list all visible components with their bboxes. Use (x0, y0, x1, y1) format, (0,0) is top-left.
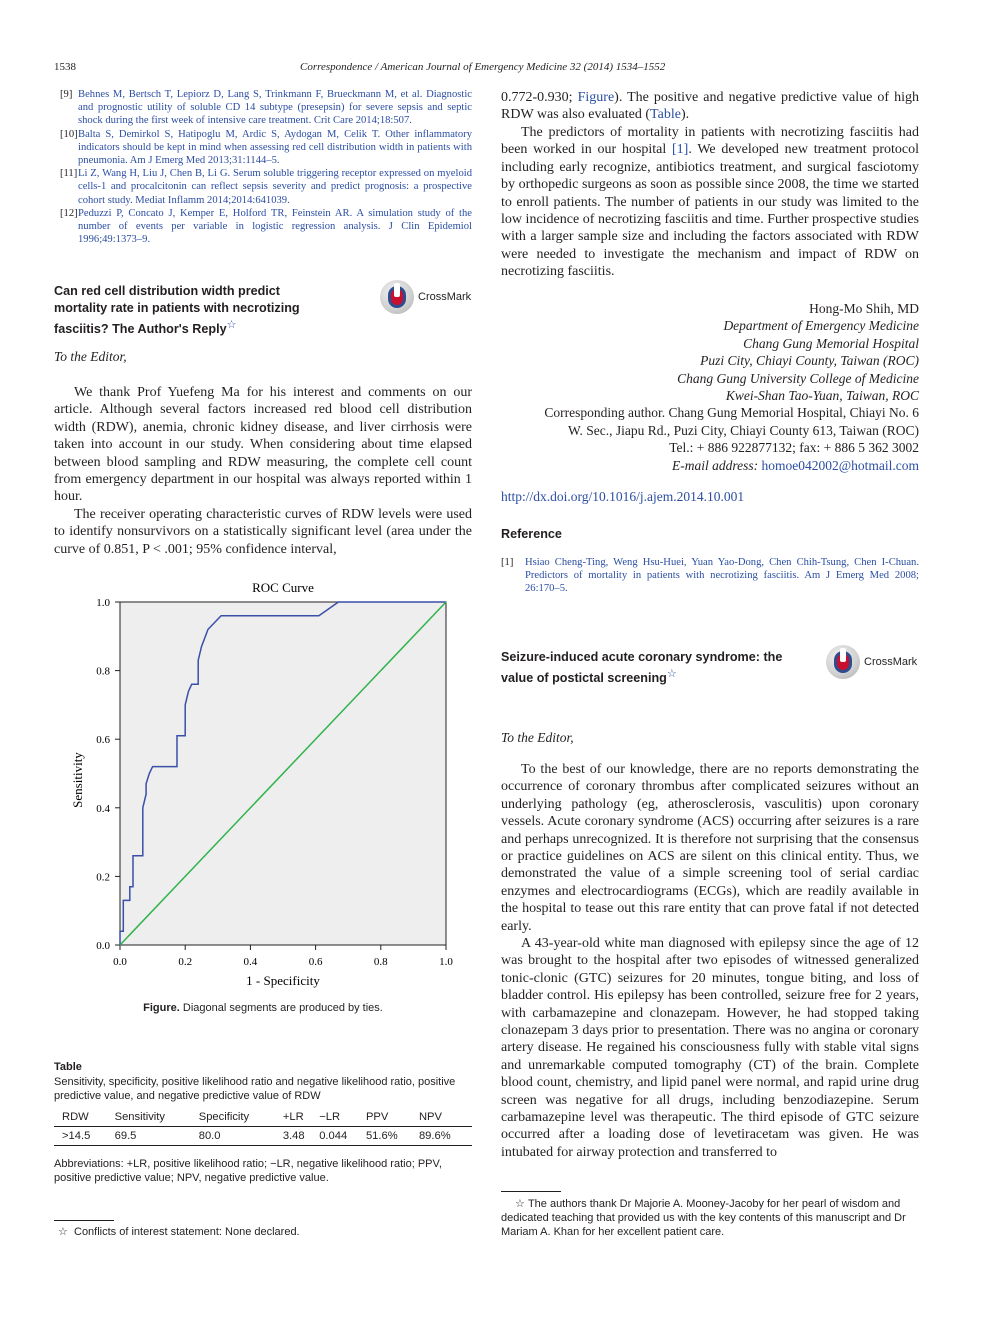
footnote-rule (54, 1220, 114, 1221)
roc-curve-line (119, 601, 446, 945)
footnote-rule (501, 1191, 561, 1192)
roc-curve-chart: ROC Curve 0.00.20.40.60.81.0 0.0 0.2 0.4 0.… (70, 580, 453, 988)
reference-link[interactable]: Peduzzi P, Concato J, Kemper E, Holford … (78, 207, 472, 246)
crossmark-icon (380, 280, 414, 314)
body-paragraph: To the best of our knowledge, there are … (501, 762, 919, 934)
chart-title: ROC Curve (252, 580, 314, 595)
body-paragraph: A 43-year-old white man diagnosed with e… (501, 936, 919, 1160)
table-caption: Sensitivity, specificity, positive likel… (54, 1076, 456, 1102)
crossmark-badge[interactable]: CrossMark (826, 645, 917, 679)
y-tick-label: 0.4 (96, 803, 110, 815)
affiliation: Kwei-Shan Tao-Yuan, Taiwan, ROC (725, 388, 919, 404)
article-title: Can red cell distribution width predict … (54, 284, 300, 337)
reference-item: [11] Li Z, Wang H, Liu J, Chen B, Li G. S… (60, 168, 472, 206)
article-title: Seizure-induced acute coronary syndrome:… (501, 650, 783, 686)
y-axis: 0.0 0.2 0.4 0.6 0.8 1.0 (96, 597, 120, 952)
x-tick-label: 0.0 (113, 956, 127, 968)
salutation: To the Editor, (54, 349, 127, 364)
reference-link[interactable]: Behnes M, Bertsch T, Lepiorz D, Lang S, … (78, 89, 472, 127)
x-axis: 0.0 0.2 0.4 0.6 0.8 1.0 (113, 945, 453, 968)
x-tick-label: 0.8 (374, 956, 388, 968)
x-tick-label: 0.2 (178, 956, 192, 968)
corresponding-address: Corresponding author. Chang Gung Memoria… (544, 405, 919, 421)
x-tick-label: 0.6 (309, 956, 323, 968)
table-header-row: RDW Sensitivity Specificity +LR −LR PPV … (54, 1108, 472, 1127)
table-row: >14.5 69.5 80.0 3.48 0.044 51.6% 89.6% (54, 1127, 472, 1146)
page-number: 1538 (54, 61, 76, 73)
body-paragraph: The receiver operating characteristic cu… (54, 507, 472, 557)
body-paragraph-continued: 0.772-0.930; Figure). The positive and n… (501, 90, 920, 123)
figure-caption: Figure. Diagonal segments are produced b… (143, 1002, 383, 1014)
footnote: ☆ The authors thank Dr Majorie A. Mooney… (501, 1198, 906, 1238)
email-link[interactable]: homoe042002@hotmail.com (761, 457, 919, 473)
affiliation: Chang Gung University College of Medicin… (677, 370, 919, 386)
data-table: RDW Sensitivity Specificity +LR −LR PPV … (54, 1108, 472, 1146)
star-footnote-marker[interactable]: ☆ (666, 668, 677, 680)
table-link[interactable]: Table (650, 107, 681, 123)
doi-link[interactable]: http://dx.doi.org/10.1016/j.ajem.2014.10… (501, 489, 745, 504)
table-label: Table (54, 1061, 82, 1073)
author-name: Hong-Mo Shih, MD (809, 301, 919, 316)
reference-heading: Reference (501, 527, 562, 541)
reference-list: [9] Behnes M, Bertsch T, Lepiorz D, Lang … (54, 88, 472, 246)
star-footnote-marker[interactable]: ☆ (226, 319, 237, 331)
y-axis-label: Sensitivity (70, 752, 85, 808)
author-signature: Hong-Mo Shih, MD Department of Emergency… (501, 300, 919, 474)
x-tick-label: 0.4 (244, 956, 258, 968)
reference-item: [1] Hsiao Cheng-Ting, Weng Hsu-Huei, Yua… (501, 557, 919, 595)
reference-item: [9] Behnes M, Bertsch T, Lepiorz D, Lang … (60, 89, 472, 127)
affiliation: Puzi City, Chiayi County, Taiwan (ROC) (700, 353, 919, 369)
y-tick-label: 0.2 (96, 871, 110, 883)
table-footnote: Abbreviations: +LR, positive likelihood … (54, 1158, 442, 1184)
affiliation: Department of Emergency Medicine (723, 318, 919, 334)
reference-diagonal-line (119, 601, 447, 946)
corresponding-address: W. Sec., Jiapu Rd., Puzi City, Chiayi Co… (567, 422, 919, 438)
x-axis-label: 1 - Specificity (246, 973, 320, 988)
reference-link[interactable]: Hsiao Cheng-Ting, Weng Hsu-Huei, Yuan Ya… (525, 557, 919, 595)
reference-link[interactable]: Balta S, Demirkol S, Hatipoglu M, Ardic … (78, 128, 472, 167)
salutation: To the Editor, (501, 730, 574, 745)
citation-link[interactable]: [1] (672, 142, 689, 158)
series-layer (119, 601, 447, 946)
y-tick-label: 0.8 (96, 666, 110, 678)
y-tick-label: 0.0 (96, 940, 110, 952)
reference-item: [10] Balta S, Demirkol S, Hatipoglu M, Ar… (60, 128, 472, 167)
body-paragraph: The predictors of mortality in patients … (501, 125, 919, 280)
reference-item: [12] Peduzzi P, Concato J, Kemper E, Holf… (60, 207, 472, 246)
reference-link[interactable]: Li Z, Wang H, Liu J, Chen B, Li G. Serum… (78, 168, 472, 206)
y-tick-label: 0.6 (96, 734, 110, 746)
body-paragraph: We thank Prof Yuefeng Ma for his interes… (54, 385, 472, 505)
contact-phone: Tel.: + 886 922877132; fax: + 886 5 362 … (669, 440, 919, 456)
crossmark-badge[interactable]: CrossMark (380, 280, 471, 314)
x-tick-label: 1.0 (439, 956, 453, 968)
y-tick-label: 1.0 (96, 597, 110, 609)
running-header: Correspondence / American Journal of Eme… (300, 61, 666, 73)
affiliation: Chang Gung Memorial Hospital (743, 335, 919, 351)
figure-link[interactable]: Figure (577, 90, 615, 105)
footnote: ☆ Conflicts of interest statement: None … (58, 1226, 300, 1238)
crossmark-icon (826, 645, 860, 679)
